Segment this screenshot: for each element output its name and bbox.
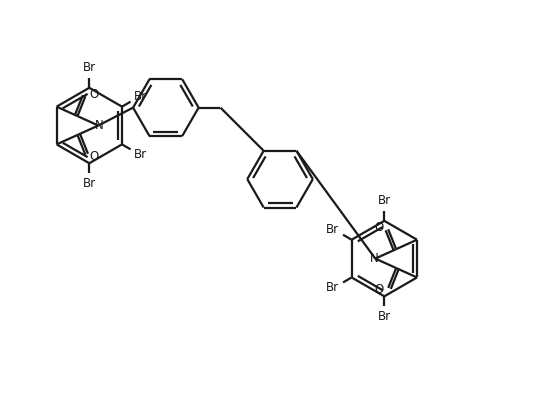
Text: O: O <box>90 150 99 163</box>
Text: Br: Br <box>378 310 391 323</box>
Text: O: O <box>90 88 99 101</box>
Text: Br: Br <box>82 62 96 74</box>
Text: N: N <box>370 252 379 265</box>
Text: N: N <box>95 119 104 132</box>
Text: Br: Br <box>82 177 96 190</box>
Text: Br: Br <box>134 90 147 103</box>
Text: Br: Br <box>378 194 391 208</box>
Text: Br: Br <box>134 148 147 161</box>
Text: O: O <box>375 283 384 296</box>
Text: Br: Br <box>326 281 339 294</box>
Text: Br: Br <box>326 223 339 236</box>
Text: O: O <box>375 221 384 234</box>
